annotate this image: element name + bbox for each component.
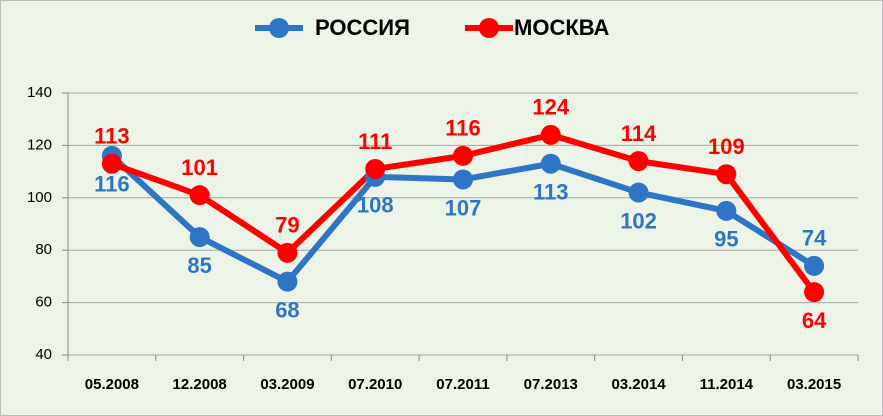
data-point xyxy=(189,185,210,206)
data-label: 85 xyxy=(187,253,211,278)
y-tick-label: 140 xyxy=(27,84,52,101)
x-tick-label: 07.2011 xyxy=(436,376,489,393)
data-label: 113 xyxy=(94,124,130,149)
data-label: 68 xyxy=(275,297,299,322)
data-label: 107 xyxy=(445,195,482,220)
y-tick-label: 60 xyxy=(35,294,52,311)
data-point xyxy=(540,124,561,145)
legend-marker xyxy=(269,18,289,38)
y-tick-label: 40 xyxy=(35,346,52,363)
data-label: 95 xyxy=(714,227,738,252)
data-point xyxy=(628,151,649,172)
data-point xyxy=(101,153,122,174)
data-label: 113 xyxy=(533,180,569,205)
x-tick-label: 12.2008 xyxy=(173,376,227,393)
data-label: 102 xyxy=(620,208,657,233)
x-tick-label: 03.2015 xyxy=(787,376,841,393)
data-point xyxy=(453,169,473,190)
data-point xyxy=(277,271,298,292)
data-label: 111 xyxy=(358,129,392,154)
data-label: 116 xyxy=(94,172,130,197)
data-label: 64 xyxy=(802,308,827,333)
x-tick-label: 07.2013 xyxy=(524,376,578,393)
y-tick-label: 120 xyxy=(27,136,52,153)
data-label: 109 xyxy=(708,134,745,159)
y-tick-label: 80 xyxy=(35,241,52,258)
y-tick-label: 100 xyxy=(27,189,52,206)
x-tick-label: 03.2014 xyxy=(611,376,666,393)
data-point xyxy=(277,242,298,263)
data-point xyxy=(540,153,561,174)
data-point xyxy=(189,227,210,248)
data-label: 101 xyxy=(181,155,218,180)
data-point xyxy=(453,145,473,166)
data-label: 74 xyxy=(802,226,827,251)
data-label: 114 xyxy=(621,121,657,146)
x-tick-label: 03.2009 xyxy=(260,376,314,393)
data-point xyxy=(804,282,825,303)
legend-label: МОСКВА xyxy=(514,15,610,40)
data-point xyxy=(716,164,737,185)
data-label: 116 xyxy=(445,116,481,141)
x-tick-label: 05.2008 xyxy=(85,376,139,393)
data-point xyxy=(804,255,825,276)
data-label: 108 xyxy=(357,193,394,218)
data-label: 79 xyxy=(275,213,299,238)
data-point xyxy=(716,200,737,221)
data-point xyxy=(365,158,386,179)
legend-marker xyxy=(479,18,499,38)
data-point xyxy=(628,182,649,203)
legend-label: РОССИЯ xyxy=(315,15,410,40)
data-label: 124 xyxy=(532,95,569,120)
x-tick-label: 07.2010 xyxy=(348,376,402,393)
x-tick-label: 11.2014 xyxy=(700,376,754,393)
